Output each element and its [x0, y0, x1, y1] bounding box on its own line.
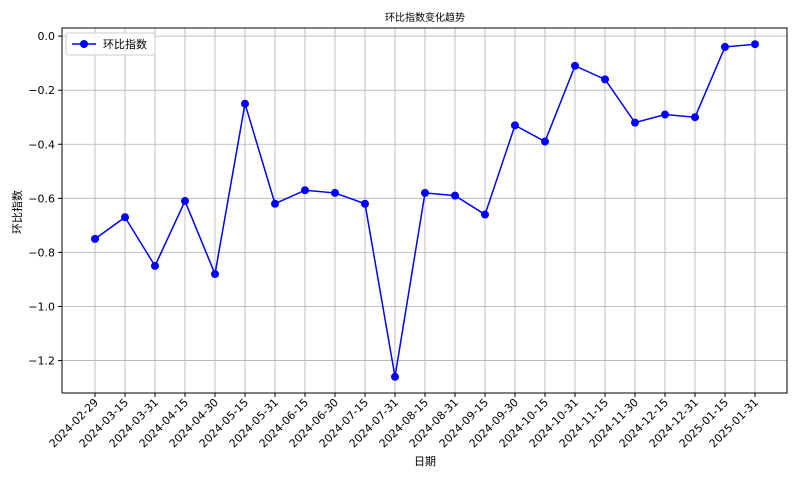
data-point — [331, 188, 339, 197]
data-point — [91, 234, 99, 243]
data-point — [511, 121, 519, 130]
y-tick-label: −1.0 — [28, 300, 55, 313]
data-point — [211, 270, 219, 279]
y-tick-label: −0.6 — [28, 192, 55, 205]
series-layer — [91, 40, 759, 381]
data-point — [601, 75, 609, 84]
data-point — [481, 210, 489, 219]
data-point — [361, 199, 369, 208]
data-point — [301, 186, 309, 195]
y-axis-ticks: 0.0 −0.2 −0.4 −0.6 −0.8 −1.0 −1.2 — [28, 30, 62, 368]
data-point — [271, 199, 279, 208]
legend-label: 环比指数 — [103, 37, 147, 51]
plot-area-frame — [61, 27, 788, 394]
data-point — [151, 261, 159, 270]
data-point — [121, 213, 129, 222]
data-point — [541, 137, 549, 146]
data-point — [631, 118, 639, 127]
grid — [62, 28, 787, 393]
data-point — [751, 40, 759, 49]
data-point — [571, 61, 579, 70]
y-tick-label: −0.4 — [28, 138, 55, 151]
y-tick-label: −1.2 — [28, 355, 55, 368]
data-point — [421, 188, 429, 197]
legend-box — [65, 32, 156, 56]
data-point — [241, 99, 249, 108]
y-tick-label: −0.2 — [28, 84, 55, 97]
data-point — [691, 113, 699, 122]
data-point — [391, 372, 399, 381]
data-point — [721, 42, 729, 51]
legend-marker — [80, 40, 88, 48]
data-point — [661, 110, 669, 119]
chart-title: 环比指数变化趋势 — [385, 11, 465, 24]
y-tick-label: 0.0 — [38, 30, 56, 43]
y-tick-label: −0.8 — [28, 246, 55, 259]
data-point — [451, 191, 459, 200]
x-axis-ticks: 2024-02-292024-03-152024-03-312024-04-15… — [47, 393, 761, 450]
data-point — [181, 197, 189, 206]
legend: 环比指数 — [65, 32, 156, 56]
x-axis-label: 日期 — [414, 455, 436, 468]
y-axis-label: 环比指数 — [10, 190, 24, 234]
